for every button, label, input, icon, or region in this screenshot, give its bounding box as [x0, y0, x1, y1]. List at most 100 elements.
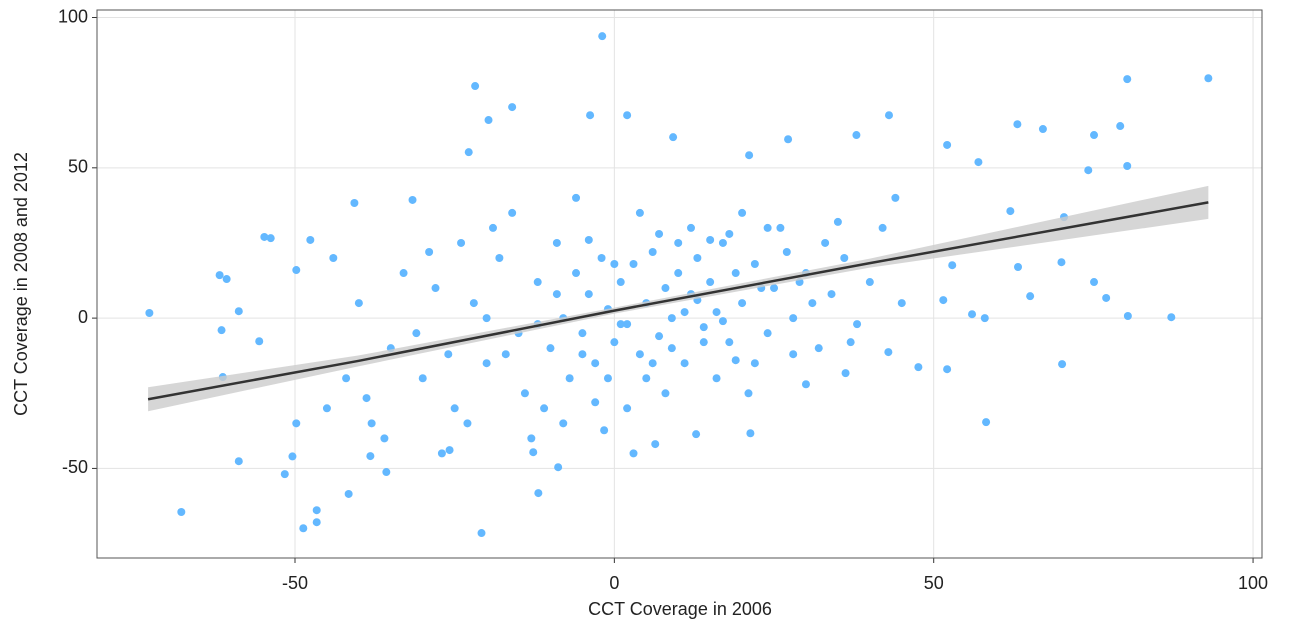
point [177, 508, 186, 517]
point [399, 269, 408, 278]
point [234, 457, 243, 466]
point [738, 299, 747, 308]
point [1123, 75, 1132, 84]
point [776, 223, 785, 232]
point [412, 329, 421, 338]
point [1090, 131, 1099, 140]
point [329, 253, 338, 262]
point [770, 284, 779, 293]
point [648, 359, 657, 368]
point [623, 320, 632, 329]
point [616, 320, 625, 329]
point [597, 253, 606, 262]
x-tick-label: 50 [924, 573, 944, 593]
point [738, 208, 747, 217]
point [655, 229, 664, 238]
point [635, 350, 644, 359]
point [552, 290, 561, 299]
point [667, 314, 676, 323]
point [731, 356, 740, 365]
point [808, 299, 817, 308]
point [288, 452, 297, 461]
point [559, 419, 568, 428]
point [342, 374, 351, 383]
point [354, 299, 363, 308]
point [623, 111, 632, 120]
x-tick-label: 0 [609, 573, 619, 593]
point [457, 238, 466, 247]
point [322, 404, 331, 413]
point [1006, 207, 1015, 216]
point [578, 350, 587, 359]
point [484, 116, 493, 125]
point [693, 253, 702, 262]
point [746, 429, 755, 438]
point [554, 463, 563, 472]
point [674, 238, 683, 247]
x-tick-label: -50 [282, 573, 308, 593]
point [712, 308, 721, 317]
point [635, 208, 644, 217]
point [853, 320, 862, 329]
point [725, 229, 734, 238]
point [546, 344, 555, 353]
point [463, 419, 472, 428]
point [1123, 312, 1132, 321]
plot-background [97, 10, 1262, 558]
point [610, 338, 619, 347]
point [968, 310, 977, 319]
point [1102, 293, 1111, 302]
point [292, 266, 301, 275]
point [586, 111, 595, 120]
fit-line [147, 201, 1209, 401]
point [763, 223, 772, 232]
point [789, 350, 798, 359]
point [878, 223, 887, 232]
point [763, 329, 772, 338]
point [943, 140, 952, 149]
plot-border [96, 9, 1263, 559]
point [222, 275, 231, 284]
point [578, 329, 587, 338]
point [718, 317, 727, 326]
point [674, 269, 683, 278]
point [217, 326, 226, 335]
point [629, 449, 638, 458]
point [629, 260, 638, 269]
point [750, 359, 759, 368]
point [661, 389, 670, 398]
point [450, 404, 459, 413]
point [527, 434, 536, 443]
point [948, 261, 957, 270]
point [469, 299, 478, 308]
point [1084, 166, 1093, 175]
point [1026, 292, 1035, 301]
point [444, 350, 453, 359]
point [982, 418, 991, 427]
point [344, 489, 353, 498]
point [699, 323, 708, 332]
point [686, 223, 695, 232]
point [692, 430, 701, 439]
point [437, 449, 446, 458]
point [833, 217, 842, 226]
point [312, 518, 321, 527]
point [840, 253, 849, 262]
point [814, 344, 823, 353]
point [939, 296, 948, 305]
point [718, 238, 727, 247]
point [865, 278, 874, 287]
point [897, 299, 906, 308]
point [540, 404, 549, 413]
point [234, 307, 243, 316]
point [648, 247, 657, 256]
x-axis-label: CCT Coverage in 2006 [588, 599, 772, 619]
point [482, 359, 491, 368]
point [508, 208, 517, 217]
y-tick-label: 50 [68, 157, 88, 177]
point [821, 238, 830, 247]
y-tick-label: 0 [78, 307, 88, 327]
point [464, 148, 473, 157]
point [501, 350, 510, 359]
point [642, 374, 651, 383]
